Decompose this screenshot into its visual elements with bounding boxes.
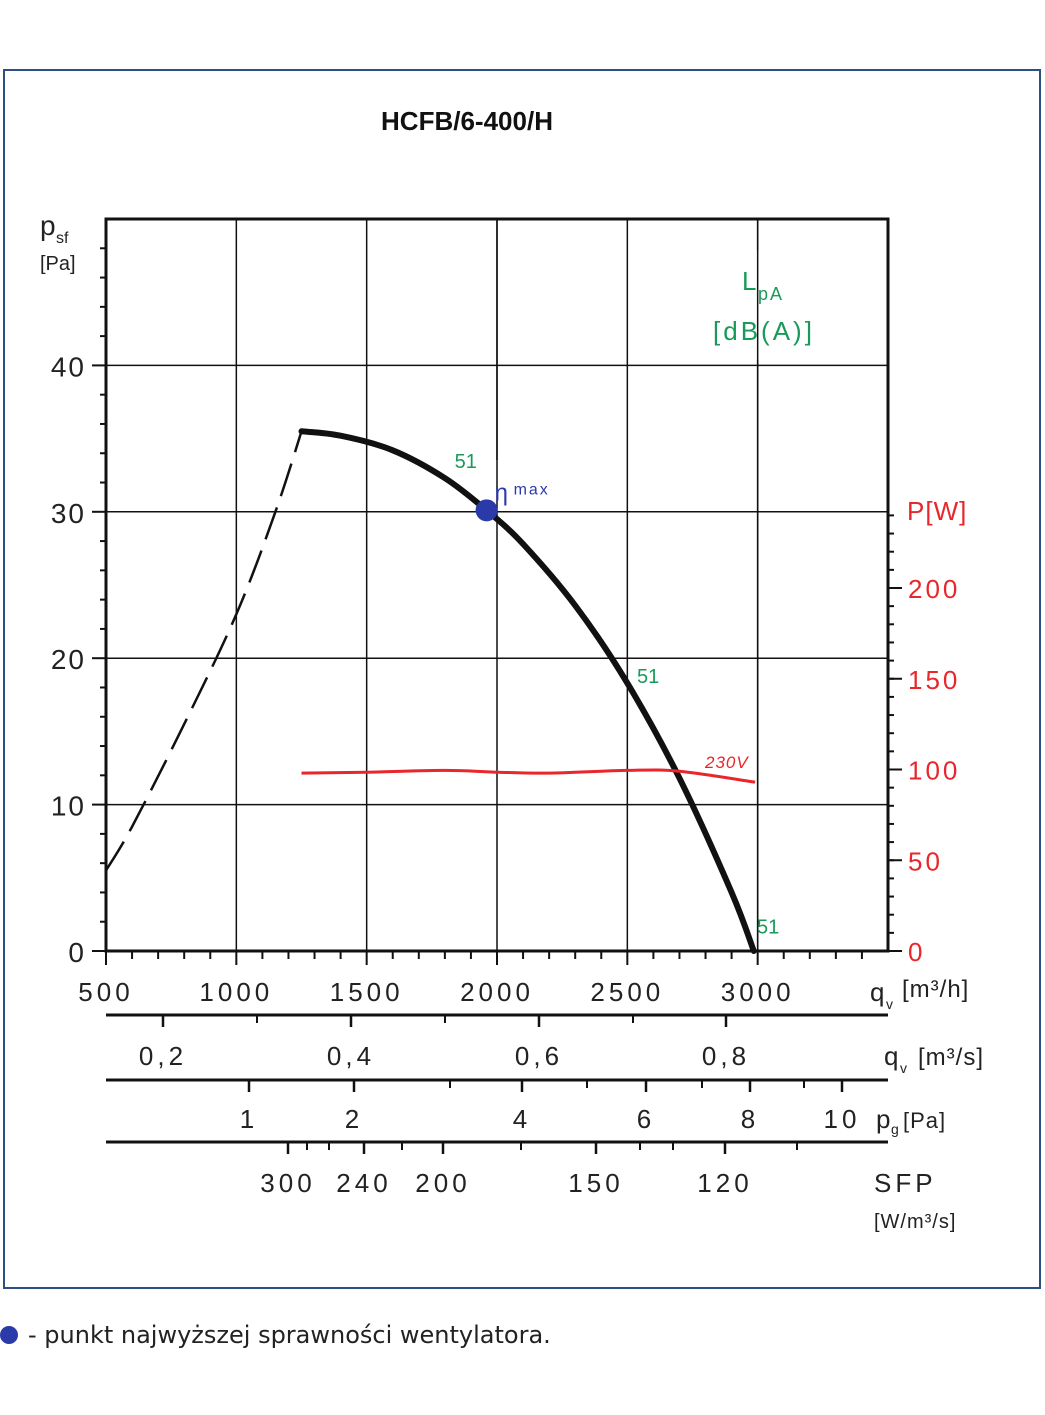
- x-axis-label-sub: v: [886, 996, 893, 1012]
- qv-m3s-scale-tick-label: 0,8: [702, 1041, 750, 1071]
- x-tick-label: 3000: [721, 977, 795, 1007]
- sfp-scale-tick-label: 200: [415, 1168, 470, 1198]
- x-tick-label: 2500: [590, 977, 664, 1007]
- performance-curve-dashed: [104, 430, 303, 872]
- qv-m3s-scale-tick-label: 0,4: [327, 1041, 375, 1071]
- sfp-unit: [W/m³/s]: [874, 1211, 956, 1233]
- pg-label-sub: g: [891, 1121, 899, 1137]
- pg-scale-tick-label: 6: [637, 1104, 655, 1134]
- lpa-value-label: 51: [637, 666, 659, 688]
- qv-m3s-unit: [m³/s]: [918, 1044, 984, 1071]
- y-axis-label: p: [40, 210, 56, 241]
- x-tick-label: 1000: [199, 977, 273, 1007]
- y-tick-label: 30: [51, 498, 86, 529]
- y2-tick-label: 200: [908, 574, 960, 604]
- efficiency-point-icon: [0, 1326, 18, 1344]
- y-tick-label: 40: [51, 351, 86, 382]
- power-curve-label: 230V: [704, 753, 749, 772]
- performance-curve: [298, 428, 757, 954]
- pg-unit: [Pa]: [903, 1108, 946, 1133]
- lpa-label-sub: pA: [758, 284, 784, 304]
- qv-m3s-scale-tick-label: 0,2: [139, 1041, 187, 1071]
- x-axis-unit: [m³/h]: [902, 976, 969, 1003]
- eta-max-sub: max: [514, 481, 550, 498]
- sfp-scale-tick-label: 240: [336, 1168, 391, 1198]
- pg-scale-tick-label: 2: [345, 1104, 363, 1134]
- sfp-label: SFP: [874, 1168, 937, 1198]
- efficiency-max-point: [475, 499, 498, 522]
- pg-scale-tick-label: 1: [240, 1104, 258, 1134]
- y-tick-label: 20: [51, 644, 86, 675]
- lpa-value-label: 51: [757, 916, 779, 938]
- pg-scale-tick-label: 4: [513, 1104, 531, 1134]
- y2-tick-label: 0: [908, 937, 925, 967]
- y2-axis-label: P[W]: [907, 496, 967, 526]
- pg-scale-tick-label: 10: [824, 1104, 861, 1134]
- power-curve: [301, 768, 756, 784]
- x-tick-label: 2000: [460, 977, 534, 1007]
- x-tick-label: 500: [78, 977, 133, 1007]
- chart-frame: [3, 69, 1041, 1289]
- efficiency-legend: - punkt najwyższej sprawności wentylator…: [0, 1320, 551, 1350]
- y2-tick-label: 50: [908, 846, 943, 876]
- legend-text: - punkt najwyższej sprawności wentylator…: [28, 1321, 551, 1349]
- chart-title: HCFB/6-400/H: [381, 106, 553, 136]
- pg-scale-tick-label: 8: [741, 1104, 759, 1134]
- y2-tick-label: 100: [908, 756, 960, 786]
- sfp-scale-tick-label: 120: [697, 1168, 752, 1198]
- x-axis-label: q: [870, 977, 884, 1007]
- x-tick-label: 1500: [330, 977, 404, 1007]
- qv-m3s-label-sub: v: [900, 1060, 907, 1076]
- sfp-scale-tick-label: 300: [260, 1168, 315, 1198]
- lpa-value-label: 51: [455, 451, 477, 473]
- pg-label: p: [876, 1104, 890, 1134]
- qv-m3s-label: q: [884, 1041, 898, 1071]
- sfp-scale-tick-label: 150: [568, 1168, 623, 1198]
- y-axis-label-sub: sf: [56, 230, 69, 247]
- lpa-label: L: [742, 266, 756, 296]
- lpa-unit: [dB(A)]: [713, 316, 815, 346]
- eta-max-label: η: [495, 479, 508, 506]
- y-tick-label: 10: [51, 791, 86, 822]
- y-axis-unit: [Pa]: [40, 253, 76, 275]
- y2-tick-label: 150: [908, 665, 960, 695]
- y-tick-label: 0: [68, 937, 86, 968]
- qv-m3s-scale-tick-label: 0,6: [515, 1041, 563, 1071]
